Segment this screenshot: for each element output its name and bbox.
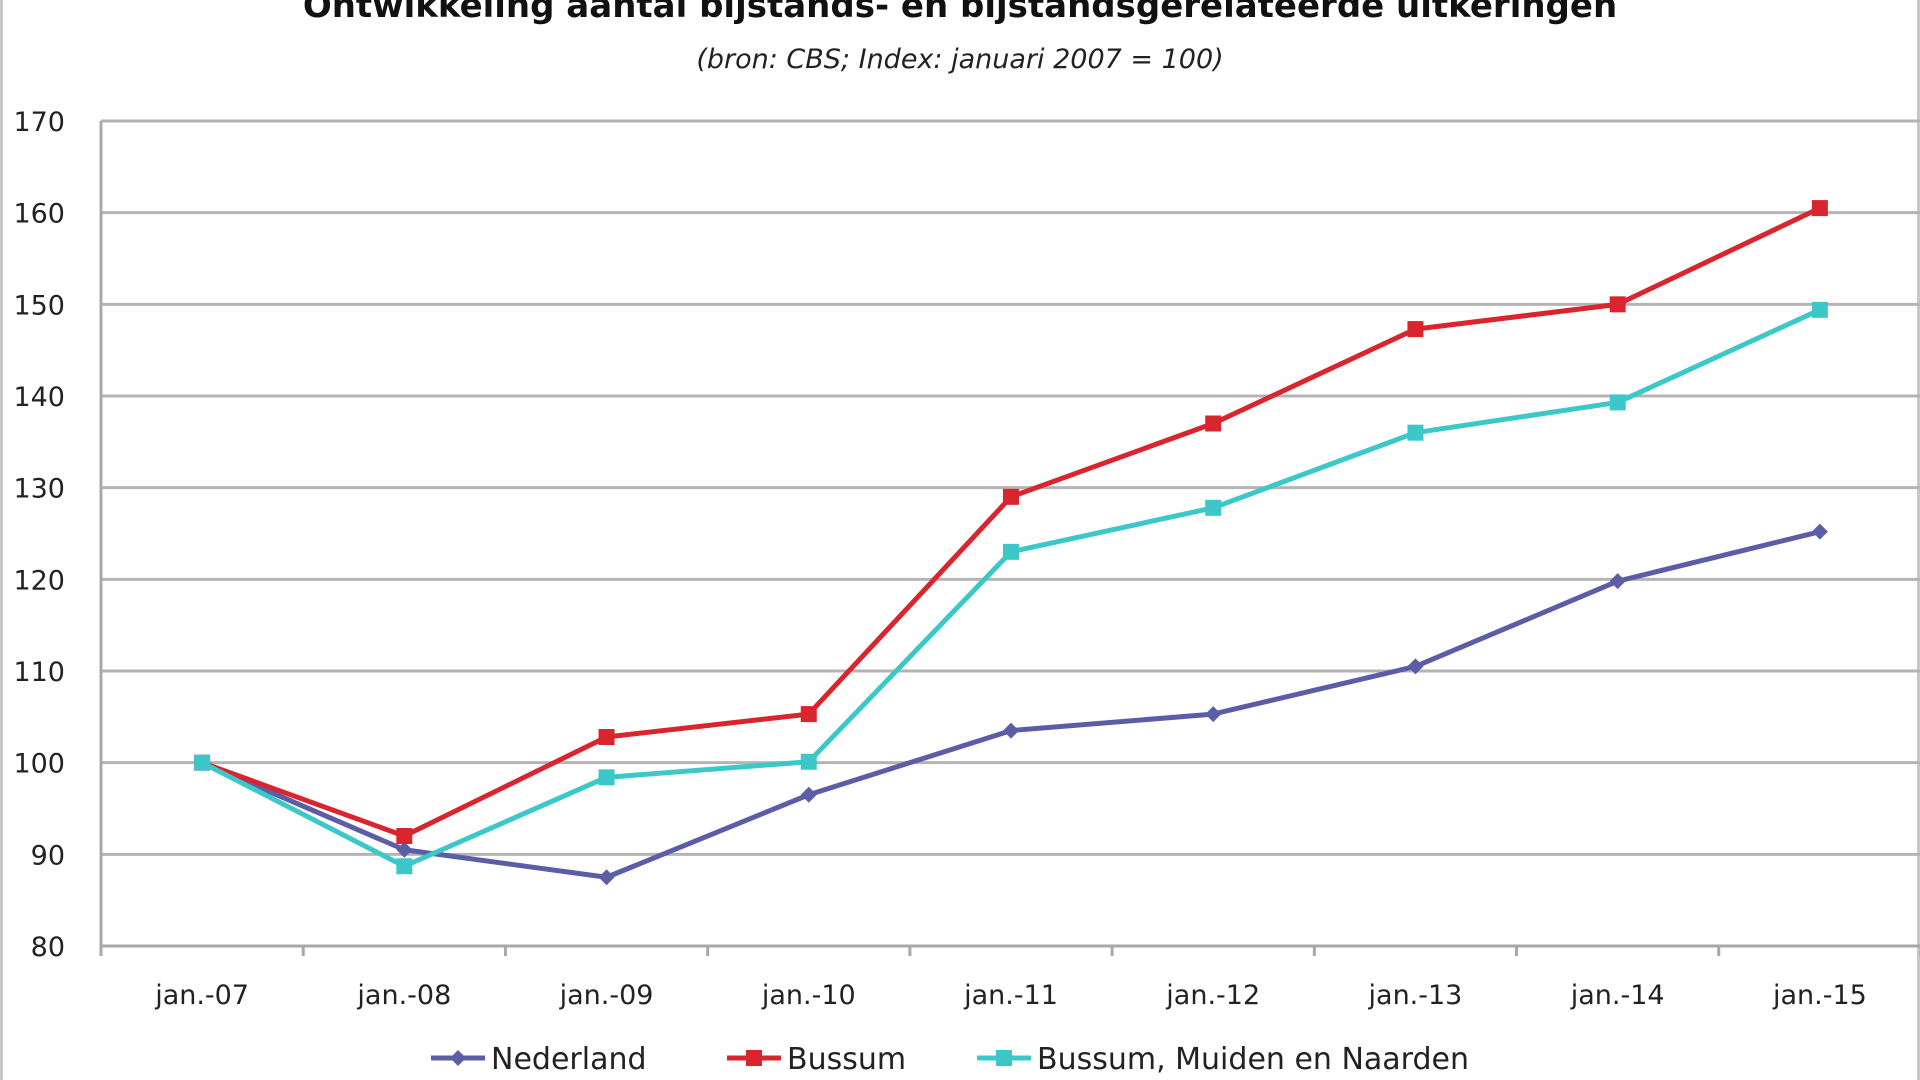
point-bussum-jan.-09: [598, 729, 615, 745]
point-nederland-jan.-13: [1407, 658, 1424, 675]
y-tick-label-80: 80: [31, 932, 65, 963]
line-bussum-muiden-en-naarden: [200, 307, 1821, 869]
legend-item-bussum-muiden-en-naarden: Bussum, Muiden en Naarden: [977, 1042, 1469, 1077]
point-bussum-jan.-15: [1811, 200, 1828, 217]
x-tick-label-jan.-07: jan.-07: [154, 980, 249, 1011]
y-tick-label-100: 100: [13, 749, 65, 780]
x-tick-label-jan.-11: jan.-11: [963, 980, 1058, 1011]
x-tick-label-jan.-08: jan.-08: [356, 980, 451, 1011]
point-nederland-jan.-12: [1205, 706, 1222, 723]
point-bussum-muiden-en-naarden-jan.-10: [800, 753, 817, 770]
y-tick-label-120: 120: [13, 565, 65, 596]
point-nederland-jan.-15: [1811, 523, 1828, 540]
point-nederland-jan.-10: [800, 786, 817, 803]
point-bussum-jan.-08: [396, 828, 413, 844]
legend-marker-nederland: [450, 1050, 466, 1066]
x-tick-label-jan.-13: jan.-13: [1368, 980, 1463, 1011]
point-bussum-jan.-11: [1003, 488, 1019, 505]
legend-item-bussum: Bussum: [727, 1042, 906, 1077]
point-nederland-jan.-11: [1003, 722, 1019, 739]
point-bussum-muiden-en-naarden-jan.-07: [194, 754, 211, 771]
x-tick-label-jan.-09: jan.-09: [559, 980, 654, 1011]
y-tick-label-150: 150: [13, 290, 65, 321]
y-tick-label-90: 90: [31, 840, 65, 871]
point-nederland-jan.-14: [1609, 573, 1626, 590]
point-bussum-muiden-en-naarden-jan.-09: [598, 769, 615, 786]
gridlines: [101, 119, 1920, 856]
point-bussum-jan.-14: [1609, 296, 1626, 313]
line-nederland: [201, 529, 1821, 880]
legend-label-nederland: Nederland: [491, 1042, 647, 1077]
point-bussum-muiden-en-naarden-jan.-15: [1811, 301, 1828, 318]
point-bussum-muiden-en-naarden-jan.-12: [1205, 499, 1222, 516]
legend-marker-bussum-muiden-en-naarden: [996, 1050, 1012, 1066]
point-bussum-muiden-en-naarden-jan.-11: [1003, 543, 1019, 560]
point-bussum-muiden-en-naarden-jan.-14: [1609, 394, 1626, 411]
point-bussum-jan.-13: [1407, 321, 1424, 338]
legend-label-bussum: Bussum: [787, 1042, 906, 1077]
point-bussum-muiden-en-naarden-jan.-13: [1407, 424, 1424, 441]
point-bussum-jan.-10: [800, 706, 817, 723]
point-nederland-jan.-08: [396, 841, 413, 858]
y-axis-ticks: 80 90 100 110 120 130 140 150 160 170: [13, 107, 65, 963]
legend-item-nederland: Nederland: [431, 1042, 647, 1077]
point-bussum-jan.-12: [1205, 415, 1222, 432]
y-tick-label-140: 140: [13, 382, 65, 413]
point-bussum-muiden-en-naarden-jan.-08: [396, 858, 413, 875]
chart-subtitle: (bron: CBS; Index: januari 2007 = 100): [696, 44, 1224, 75]
axes: [99, 121, 1920, 956]
chart-title: Ontwikkeling aantal bijstands- en bijsta…: [302, 0, 1618, 26]
legend: Nederland Bussum Bussum, Muiden en Naarden: [431, 1042, 1469, 1077]
y-tick-label-160: 160: [13, 199, 65, 230]
legend-marker-bussum: [746, 1050, 762, 1066]
series-group: [194, 200, 1828, 886]
x-tick-label-jan.-14: jan.-14: [1570, 980, 1665, 1011]
y-tick-label-170: 170: [13, 107, 65, 138]
x-tick-label-jan.-12: jan.-12: [1165, 980, 1260, 1011]
point-nederland-jan.-09: [598, 869, 615, 886]
x-tick-label-jan.-15: jan.-15: [1772, 980, 1867, 1011]
x-axis-ticks: jan.-07 jan.-08 jan.-09 jan.-10 jan.-11 jan.-…: [154, 980, 1867, 1011]
series-bussum-muiden-en-naarden: [194, 301, 1828, 875]
legend-label-bussum-muiden-en-naarden: Bussum, Muiden en Naarden: [1037, 1042, 1469, 1077]
y-tick-label-110: 110: [13, 657, 65, 688]
y-tick-label-130: 130: [13, 474, 65, 505]
series-nederland: [194, 523, 1828, 886]
series-bussum: [194, 200, 1828, 844]
line-bussum: [201, 205, 1821, 839]
x-tick-label-jan.-10: jan.-10: [761, 980, 856, 1011]
